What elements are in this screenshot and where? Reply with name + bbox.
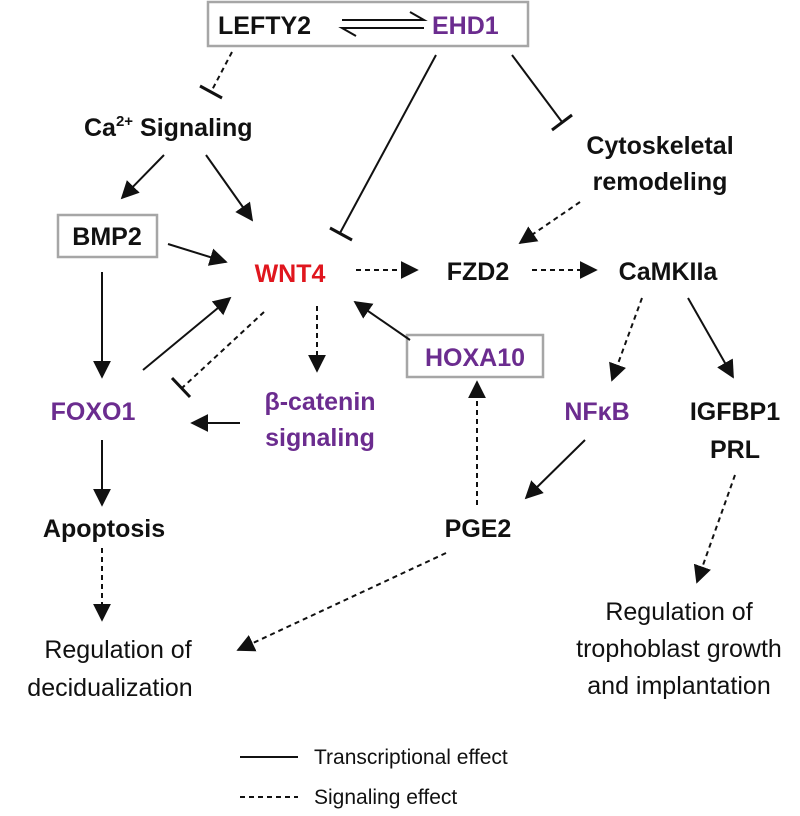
- legend-signaling-label: Signaling effect: [314, 786, 457, 809]
- edge-prl-troph: [693, 474, 736, 584]
- node-apoptosis: Apoptosis: [43, 515, 165, 543]
- node-bmp2: BMP2: [72, 223, 141, 251]
- node-cytoskeletal-line2: remodeling: [593, 168, 728, 196]
- edge-nfkb-pge2: [524, 439, 586, 500]
- node-lefty2: LEFTY2: [218, 12, 311, 40]
- node-bcatenin-line2: signaling: [265, 424, 375, 452]
- edge-ca-wnt4: [205, 154, 254, 222]
- edge-hoxa10-wnt4: [353, 300, 411, 341]
- node-troph-line1: Regulation of: [605, 598, 752, 626]
- legend: Transcriptional effect Signaling effect: [240, 746, 508, 809]
- equilibrium-arrows: [338, 11, 428, 37]
- node-camk: CaMKIIa: [619, 258, 719, 286]
- edge-bmp2-wnt4: [167, 243, 228, 266]
- node-ehd1: EHD1: [432, 12, 499, 40]
- node-ca-signaling: Ca2+ Signaling: [84, 113, 253, 142]
- node-foxo1: FOXO1: [51, 398, 136, 426]
- node-decid-line1: Regulation of: [44, 636, 191, 664]
- edges: [93, 51, 736, 652]
- node-igfbp1: IGFBP1: [690, 398, 780, 426]
- edge-camk-igfbp1: [687, 297, 734, 379]
- node-bcatenin-line1: β-catenin: [264, 388, 375, 416]
- node-cytoskeletal-line1: Cytoskeletal: [586, 132, 733, 160]
- node-pge2: PGE2: [445, 515, 512, 543]
- node-nfkb: NFκB: [564, 398, 629, 426]
- node-fzd2: FZD2: [447, 258, 510, 286]
- node-hoxa10: HOXA10: [425, 344, 525, 372]
- edge-pge2-decid: [236, 552, 447, 652]
- edge-camk-nfkb: [609, 297, 643, 382]
- edge-lefty2-ca-inhibit: [210, 51, 233, 93]
- edge-ca-bmp2: [120, 154, 165, 200]
- node-prl: PRL: [710, 436, 760, 464]
- edge-ehd1-cyto-inhibit: [511, 54, 563, 123]
- node-troph-line3: and implantation: [587, 672, 770, 700]
- bmp2-box: [56, 213, 159, 259]
- edge-foxo1-wnt4: [142, 296, 232, 371]
- node-wnt4: WNT4: [255, 260, 326, 288]
- edge-ehd1-wnt4-inhibit: [339, 54, 437, 234]
- lefty2-ehd1-box: [206, 0, 530, 48]
- node-troph-line2: trophoblast growth: [576, 635, 782, 663]
- hoxa10-box: [405, 333, 545, 379]
- edge-wnt4-foxo1-inhibit: [181, 311, 265, 389]
- edge-cyto-fzd2: [518, 201, 581, 245]
- node-decid-line2: decidualization: [27, 674, 192, 702]
- legend-transcriptional-label: Transcriptional effect: [314, 746, 508, 769]
